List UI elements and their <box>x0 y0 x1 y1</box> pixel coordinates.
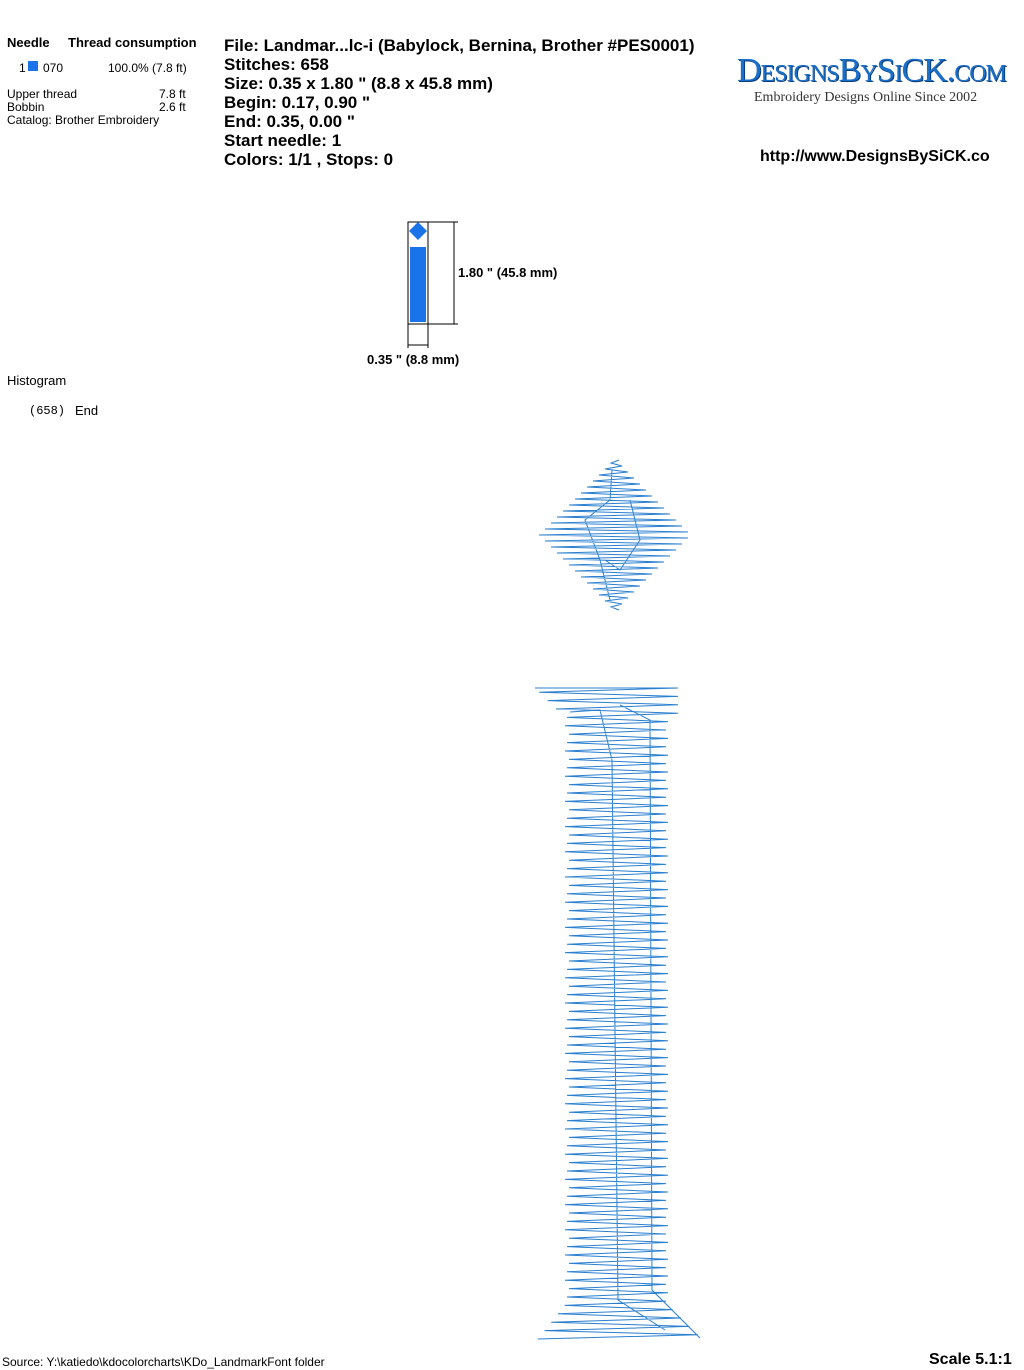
stitches <box>535 459 701 1340</box>
thread-header: Thread consumption <box>68 35 197 50</box>
thread-code: 070 <box>43 61 64 75</box>
info-line: Size: 0.35 x 1.80 " (8.8 x 45.8 mm) <box>224 74 493 93</box>
info-block: File: Landmar...lc-i (Babylock, Bernina,… <box>224 36 694 169</box>
thumbnail <box>407 221 458 348</box>
stitch-art <box>535 459 701 1340</box>
info-line: Stitches: 658 <box>224 55 329 74</box>
color-swatch <box>28 61 38 71</box>
height-label: 1.80 " (45.8 mm) <box>458 265 558 280</box>
url: http://www.DesignsBySiCK.co <box>760 148 990 165</box>
needle-header: Needle <box>7 35 50 50</box>
bobbin-label: Bobbin <box>7 100 45 114</box>
info-line: Begin: 0.17, 0.90 " <box>224 93 371 112</box>
needle-number: 1 <box>19 61 26 75</box>
upper-label: Upper thread <box>7 87 78 101</box>
info-line: Start needle: 1 <box>224 131 342 150</box>
histogram-label: End <box>75 403 99 418</box>
tagline: Embroidery Designs Online Since 2002 <box>754 90 978 105</box>
info-line: End: 0.35, 0.00 " <box>224 112 355 131</box>
info-line: Colors: 1/1 , Stops: 0 <box>224 150 394 169</box>
info-line: File: Landmar...lc-i (Babylock, Bernina,… <box>224 36 695 55</box>
histogram-count: (658) <box>29 404 66 418</box>
width-label: 0.35 " (8.8 mm) <box>367 352 460 367</box>
catalog: Catalog: Brother Embroidery <box>7 113 160 127</box>
scale: Scale 5.1:1 <box>929 1351 1012 1368</box>
upper-value: 7.8 ft <box>159 87 186 101</box>
logo: DesignsBySiCK.com <box>737 52 1007 89</box>
thread-share: 100.0% (7.8 ft) <box>108 61 187 75</box>
bobbin-value: 2.6 ft <box>159 100 186 114</box>
histogram-title: Histogram <box>7 373 67 388</box>
source: Source: Y:\katiedo\kdocolorcharts\KDo_La… <box>2 1355 325 1369</box>
